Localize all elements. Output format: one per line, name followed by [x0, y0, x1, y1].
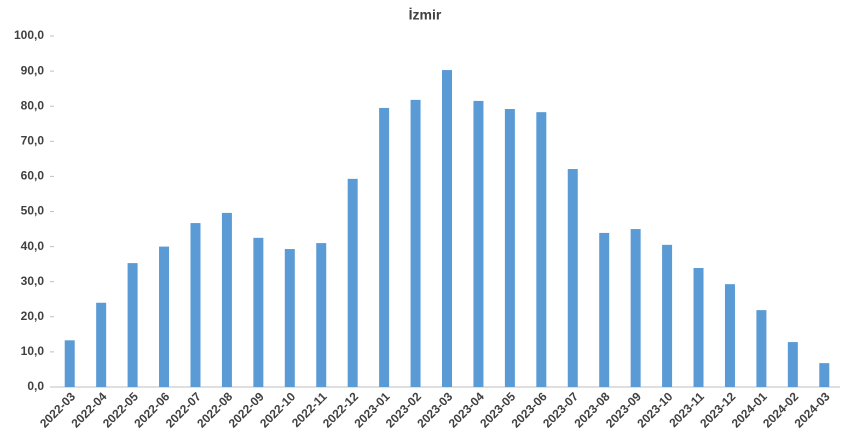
y-tick-label: 100,0	[14, 28, 44, 42]
bar	[787, 342, 798, 387]
bar	[96, 302, 107, 387]
y-tick-label: 10,0	[21, 344, 45, 358]
bar	[347, 178, 358, 387]
y-tick-label: 20,0	[21, 309, 45, 323]
bar	[724, 284, 735, 387]
bar	[316, 243, 327, 387]
bar	[379, 107, 390, 387]
y-tick-label: 70,0	[21, 133, 45, 147]
bar	[221, 212, 232, 387]
bar	[819, 363, 830, 387]
bar	[504, 109, 515, 388]
bar	[756, 310, 767, 387]
y-tick-label: 80,0	[21, 98, 45, 112]
bar	[662, 244, 673, 387]
bar	[253, 237, 264, 387]
y-tick-label: 90,0	[21, 63, 45, 77]
bar	[410, 99, 421, 387]
y-tick-label: 40,0	[21, 239, 45, 253]
bar	[64, 340, 75, 387]
y-tick-label: 30,0	[21, 274, 45, 288]
bar	[567, 169, 578, 387]
y-tick-label: 0,0	[27, 379, 44, 393]
y-tick-label: 60,0	[21, 169, 45, 183]
bar	[630, 229, 641, 387]
bar	[442, 70, 452, 387]
bar	[599, 232, 610, 387]
bar	[536, 112, 547, 388]
bar	[693, 268, 704, 387]
bar	[127, 263, 138, 387]
bar	[473, 100, 484, 387]
bar	[284, 249, 295, 387]
x-tick-label: 2024-03	[792, 389, 833, 430]
bar	[159, 246, 170, 387]
y-tick-label: 50,0	[21, 204, 45, 218]
chart-title: İzmir	[409, 7, 442, 23]
bar	[190, 223, 201, 387]
